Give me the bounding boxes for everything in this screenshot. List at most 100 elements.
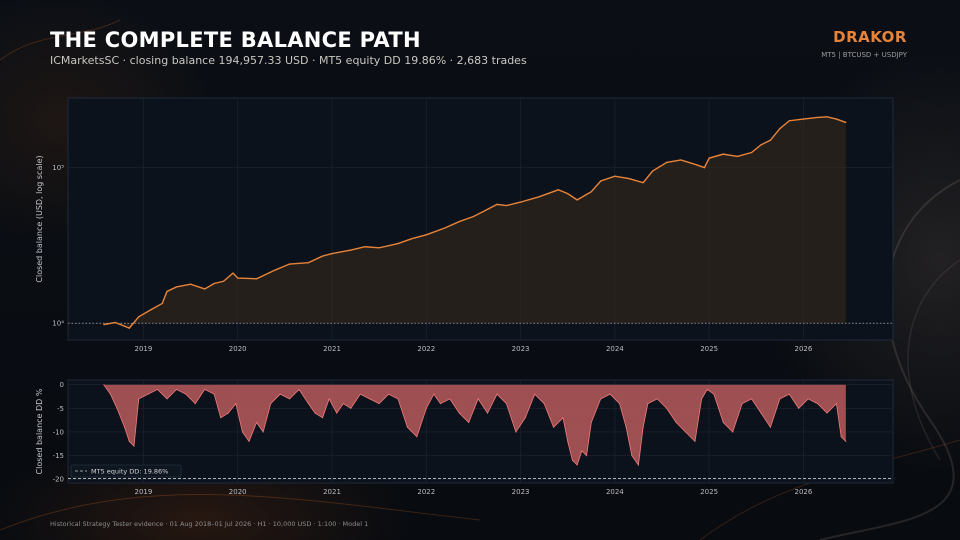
x-tick-label: 2023 [512,345,530,353]
x-tick-label: 2026 [795,488,813,496]
drawdown-point [637,464,639,466]
drawdown-point [706,388,708,390]
drawdown-point [128,440,130,442]
balance-point [274,269,277,271]
balance-point [642,182,644,184]
drawdown-point [642,426,644,428]
footnote: Historical Strategy Tester evidence · 01… [50,520,369,528]
balance-point [444,227,446,229]
drawdown-point [458,412,460,414]
drawdown-point [581,450,583,452]
y-tick-label: 10⁵ [52,164,64,172]
drawdown-point [713,393,715,395]
drawdown-point [227,412,229,414]
y-tick-label: -5 [57,405,64,413]
drawdown-point [322,417,324,419]
drawdown-point [378,403,380,405]
drawdown-point [397,398,399,400]
drawdown-point [433,393,435,395]
page-subtitle: ICMarketsSC · closing balance 194,957.33… [50,54,527,67]
drawdown-point [328,398,330,400]
drawdown-point [505,403,507,405]
drawdown-point [685,431,687,433]
x-tick-label: 2021 [323,488,341,496]
drawdown-point [289,398,291,400]
drawdown-point [449,398,451,400]
balance-point [816,116,819,119]
drawdown-point [138,398,140,400]
drawdown-point [600,398,602,400]
drawdown-point [298,388,300,390]
drawdown-point [175,388,177,390]
drawdown-point [103,384,105,386]
balance-point [237,277,239,279]
drawdown-point [694,440,696,442]
drawdown-point [807,398,809,400]
drawdown-point [845,440,847,442]
drawdown-point [185,393,187,395]
drawdown-point [732,431,734,433]
balance-point [378,247,380,249]
balance-area [103,116,846,329]
y-tick-label: -20 [53,476,64,484]
drawdown-point [256,422,258,424]
balance-point [166,290,168,293]
balance-point [189,283,192,285]
x-tick-label: 2019 [135,488,153,496]
legend: MT5 equity DD: 19.86% [70,464,182,478]
y-tick-label: 0 [60,381,64,389]
balance-point [779,128,781,130]
drawdown-point [562,417,564,419]
brand-subtitle: MT5 | BTCUSD + USDJPY [821,51,907,59]
balance-point [769,139,772,141]
drawdown-point [220,417,222,419]
balance-point [826,116,828,118]
drawdown-point [416,436,418,438]
balance-point [128,327,130,329]
balance-point [519,201,522,203]
balance-line [103,116,847,329]
balance-point [350,249,352,251]
brand-logo: DRAKOR [833,28,907,46]
balance-point [213,282,215,285]
drawdown-point [248,440,250,442]
balance-point [835,118,838,120]
drawdown-point [515,431,517,433]
drawdown-point [769,426,771,428]
drawdown-point [609,393,611,395]
drawdown-point [798,407,800,409]
balance-point [114,321,116,324]
drawdown-point [722,422,724,424]
drawdown-point [157,388,159,390]
drawdown-point [590,422,592,424]
drawdown-point [576,464,578,466]
drawdown-point [124,426,126,428]
balance-point [651,170,654,172]
balance-point [614,175,616,177]
y-tick-label: -10 [53,428,64,436]
balance-point [760,144,762,146]
balance-point [538,196,541,198]
drawdown-point [524,417,526,419]
balance-point [161,302,163,305]
x-tick-label: 2026 [795,345,813,353]
drawdown-point [147,393,149,395]
x-tick-label: 2021 [323,345,341,353]
balance-point [397,242,399,245]
balance-point [666,161,668,163]
drawdown-point [477,398,479,400]
drawdown-point [496,393,498,395]
drawdown-point [307,403,309,405]
drawdown-point [194,403,196,405]
y-axis-label: Closed balance DD % [35,388,44,474]
drawdown-point [817,403,819,405]
balance-point [255,278,258,280]
drawdown-point [204,388,206,390]
y-axis-label: Closed balance (USD, log scale) [35,155,44,282]
x-tick-label: 2019 [135,345,153,353]
drawdown-point [468,422,470,424]
drawdown-point [487,412,489,414]
balance-point [232,272,234,274]
x-tick-label: 2025 [700,345,718,353]
